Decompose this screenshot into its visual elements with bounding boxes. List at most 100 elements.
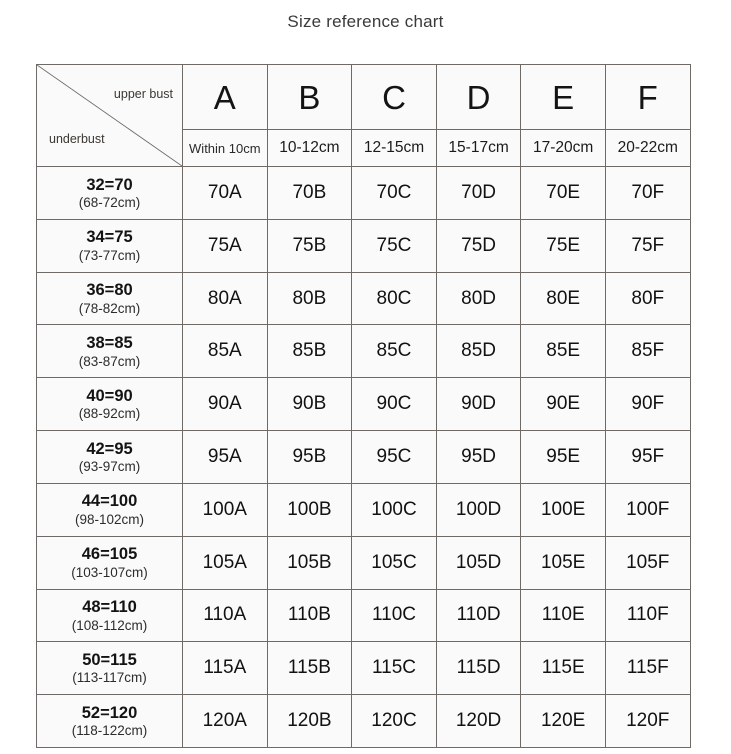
cup-size-header-c: C	[351, 64, 437, 130]
band-size-label: 52=120 (118-122cm)	[36, 694, 183, 748]
band-measurement-range: (98-102cm)	[74, 511, 145, 527]
cup-range-header-e: 17-20cm	[520, 129, 606, 167]
band-measurement-range: (118-122cm)	[71, 723, 148, 739]
bra-size-cell: 70A	[182, 166, 268, 220]
bra-size-cell: 85F	[604, 324, 691, 379]
band-measurement-range: (78-82cm)	[78, 300, 141, 316]
bra-size-cell: 110D	[435, 588, 522, 643]
table-row: 42=95 (93-97cm) 95A 95B 95C 95D 95E 95F	[36, 430, 691, 484]
bra-size-cell: 70B	[266, 166, 353, 220]
band-size-value: 48=110	[82, 598, 137, 617]
table-row: 48=110 (108-112cm) 110A 110B 110C 110D 110E 110…	[36, 588, 691, 643]
bra-size-cell: 75E	[520, 218, 606, 273]
bra-size-cell: 70C	[351, 166, 437, 220]
band-size-label: 34=75 (73-77cm)	[36, 218, 183, 273]
band-size-label: 50=115 (113-117cm)	[36, 641, 183, 696]
bra-size-cell: 70F	[604, 166, 691, 220]
band-size-value: 46=105	[81, 545, 138, 564]
band-size-label: 38=85 (83-87cm)	[36, 324, 183, 379]
bra-size-cell: 105B	[266, 535, 353, 590]
bra-size-cell: 115D	[435, 641, 522, 696]
size-reference-table: upper bust underbust A B C D E F Within 10cm 10-1…	[36, 64, 691, 748]
bra-size-cell: 100D	[435, 482, 522, 537]
bra-size-cell: 95E	[520, 430, 606, 484]
band-measurement-range: (88-92cm)	[78, 406, 141, 422]
bra-size-cell: 90E	[520, 377, 606, 432]
band-size-value: 42=95	[86, 439, 133, 458]
table-row: 40=90 (88-92cm) 90A 90B 90C 90D 90E 90F	[36, 377, 691, 432]
table-row: 44=100 (98-102cm) 100A 100B 100C 100D 100E 100F	[36, 482, 691, 537]
cup-size-header-f: F	[604, 64, 691, 130]
bra-size-cell: 110B	[266, 588, 353, 643]
bra-size-cell: 100A	[182, 482, 268, 537]
band-size-value: 52=120	[81, 703, 138, 722]
bra-size-cell: 115B	[266, 641, 353, 696]
band-size-label: 46=105 (103-107cm)	[36, 535, 183, 590]
table-row: 50=115 (113-117cm) 115A 115B 115C 115D 115E 115…	[36, 641, 691, 696]
band-size-label: 42=95 (93-97cm)	[36, 430, 183, 484]
band-size-label: 36=80 (78-82cm)	[36, 271, 183, 326]
table-row: 38=85 (83-87cm) 85A 85B 85C 85D 85E 85F	[36, 324, 691, 379]
bra-size-cell: 120D	[435, 694, 522, 748]
upper-bust-label: upper bust	[113, 87, 173, 101]
band-measurement-range: (68-72cm)	[78, 195, 141, 211]
bra-size-cell: 90B	[266, 377, 353, 432]
band-size-label: 48=110 (108-112cm)	[36, 588, 183, 643]
table-row: 52=120 (118-122cm) 120A 120B 120C 120D 120E 120…	[36, 694, 691, 748]
table-row: 32=70 (68-72cm) 70A 70B 70C 70D 70E 70F	[36, 166, 691, 220]
band-measurement-range: (73-77cm)	[78, 247, 141, 263]
bra-size-cell: 105D	[435, 535, 522, 590]
bra-size-cell: 105A	[182, 535, 268, 590]
bra-size-cell: 70E	[520, 166, 606, 220]
bra-size-cell: 95B	[266, 430, 353, 484]
bra-size-cell: 120A	[182, 694, 268, 748]
size-reference-table-container: upper bust underbust A B C D E F Within 10cm 10-1…	[36, 64, 691, 748]
bra-size-cell: 80A	[182, 271, 268, 326]
bra-size-cell: 100B	[266, 482, 353, 537]
table-row: 36=80 (78-82cm) 80A 80B 80C 80D 80E 80F	[36, 271, 691, 326]
underbust-label: underbust	[49, 132, 105, 146]
bra-size-cell: 85C	[351, 324, 437, 379]
cup-range-header-c: 12-15cm	[351, 129, 437, 167]
bra-size-cell: 100F	[604, 482, 691, 537]
bra-size-cell: 90A	[182, 377, 268, 432]
bra-size-cell: 90F	[604, 377, 691, 432]
bra-size-cell: 95C	[351, 430, 437, 484]
table-row: 34=75 (73-77cm) 75A 75B 75C 75D 75E 75F	[36, 218, 691, 273]
bra-size-cell: 105E	[520, 535, 606, 590]
band-size-value: 36=80	[86, 281, 133, 300]
cup-range-header-f: 20-22cm	[604, 129, 691, 167]
band-measurement-range: (103-107cm)	[71, 564, 148, 580]
bra-size-cell: 85D	[435, 324, 522, 379]
header-row-cup-letters: upper bust underbust A B C D E F	[36, 64, 691, 167]
bra-size-cell: 120E	[520, 694, 606, 748]
band-size-value: 40=90	[86, 386, 133, 405]
bra-size-cell: 115A	[182, 641, 268, 696]
bra-size-cell: 85E	[520, 324, 606, 379]
header-row-cup-ranges: Within 10cm 10-12cm 12-15cm 15-17cm 17-20cm 2…	[37, 129, 691, 167]
bra-size-cell: 80B	[266, 271, 353, 326]
bra-size-cell: 95D	[435, 430, 522, 484]
bra-size-cell: 115C	[351, 641, 437, 696]
band-size-value: 34=75	[86, 228, 133, 247]
bra-size-cell: 105F	[604, 535, 691, 590]
bra-size-cell: 80D	[435, 271, 522, 326]
bra-size-cell: 75F	[604, 218, 691, 273]
bra-size-cell: 80C	[351, 271, 437, 326]
bra-size-cell: 115F	[604, 641, 691, 696]
band-size-value: 50=115	[82, 650, 137, 669]
band-size-label: 32=70 (68-72cm)	[36, 166, 183, 220]
band-size-value: 38=85	[86, 334, 133, 353]
band-size-label: 40=90 (88-92cm)	[36, 377, 183, 432]
band-measurement-range: (83-87cm)	[78, 353, 141, 369]
bra-size-cell: 80E	[520, 271, 606, 326]
cup-range-header-d: 15-17cm	[435, 129, 522, 167]
bra-size-cell: 95F	[604, 430, 691, 484]
cup-range-header-a: Within 10cm	[182, 129, 268, 167]
bra-size-cell: 110A	[182, 588, 268, 643]
band-measurement-range: (108-112cm)	[71, 617, 148, 633]
bra-size-cell: 100E	[520, 482, 606, 537]
bra-size-cell: 110C	[351, 588, 437, 643]
bra-size-cell: 90D	[435, 377, 522, 432]
bra-size-cell: 120F	[604, 694, 691, 748]
